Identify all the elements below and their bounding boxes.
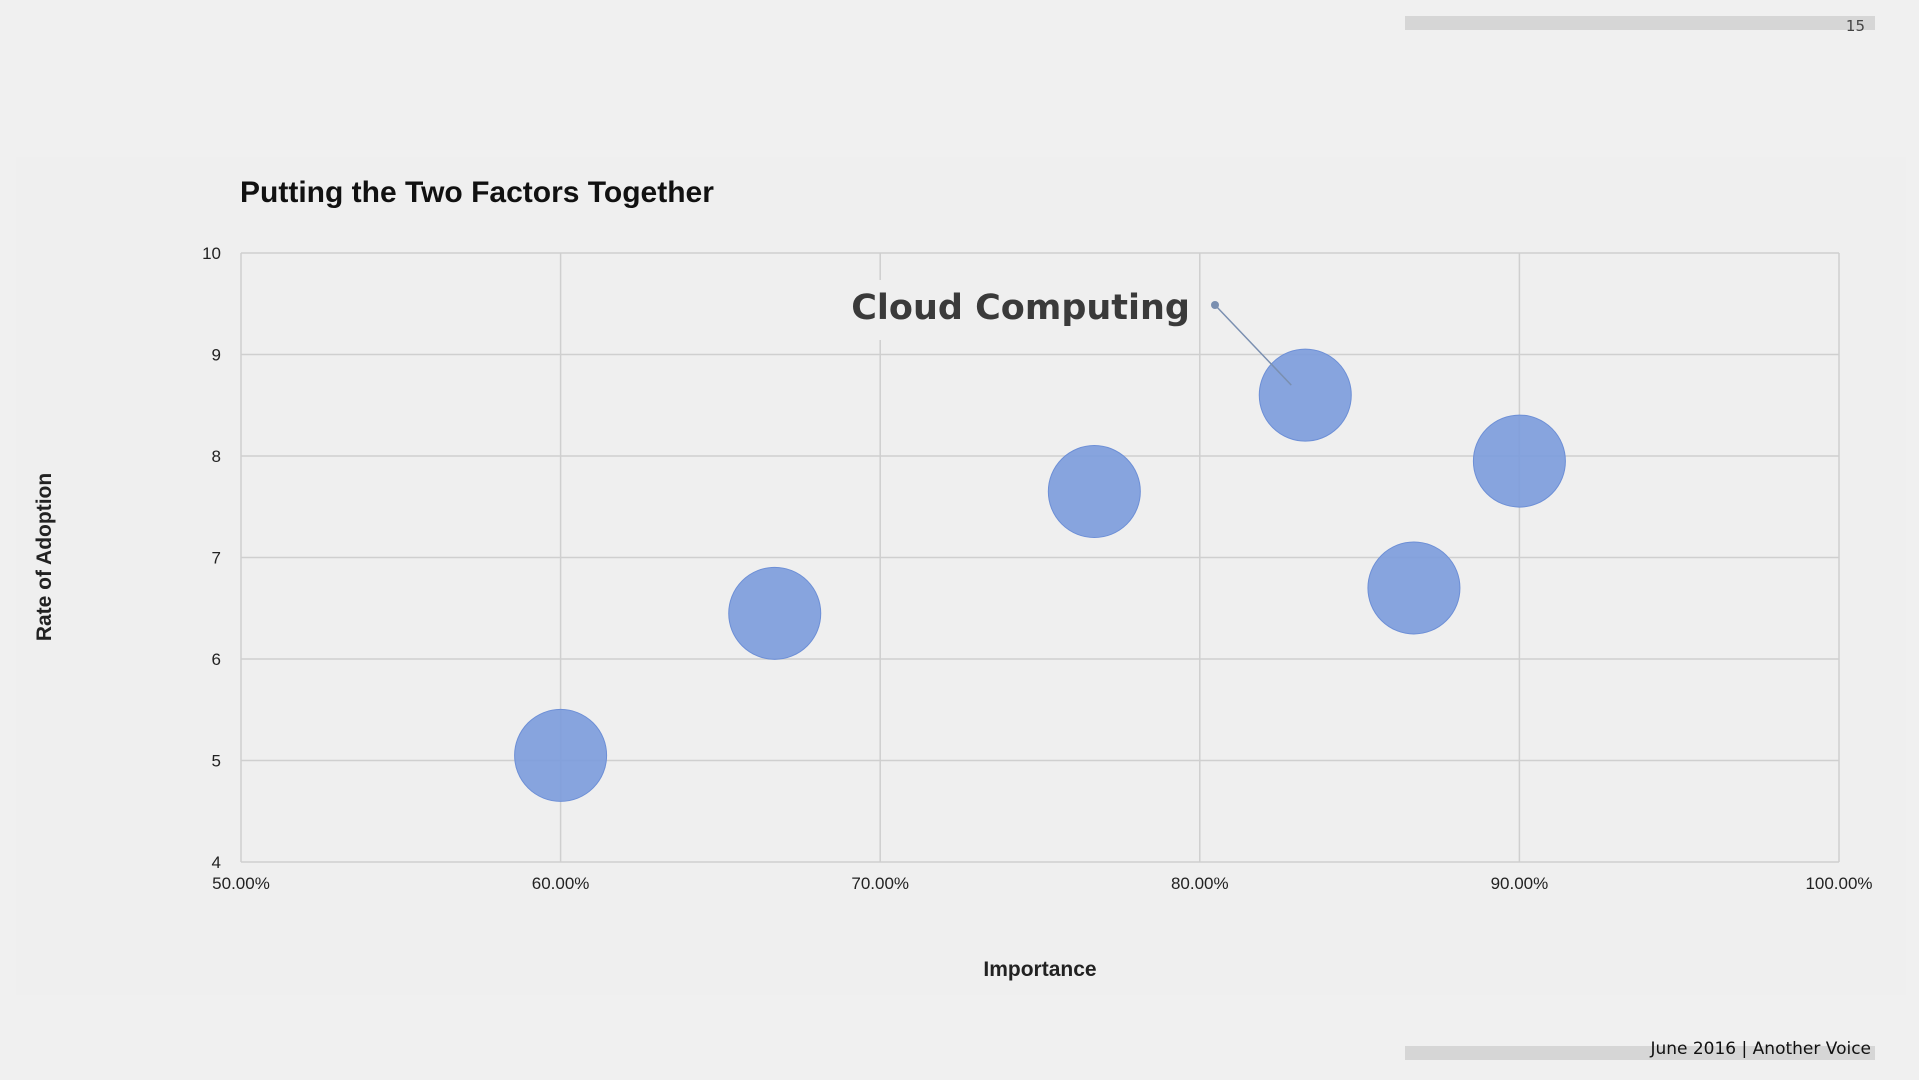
x-tick-label: 90.00% (1491, 874, 1549, 893)
y-tick-label: 10 (202, 244, 221, 263)
x-tick-labels: 50.00% 60.00% 70.00% 80.00% 90.00% 100.00% (212, 874, 1872, 893)
footer-bar (1405, 1046, 1875, 1060)
x-tick-label: 80.00% (1171, 874, 1229, 893)
bubble (1258, 348, 1352, 442)
bubble (1367, 541, 1461, 635)
annotation-label-bg (872, 280, 1197, 340)
y-tick-labels: 4 5 6 7 8 9 10 (202, 244, 221, 872)
grid-lines (240, 252, 1840, 863)
annotations: Cloud Computing (851, 280, 1292, 386)
bubble (1047, 445, 1141, 539)
x-axis-label: Importance (983, 958, 1097, 981)
page-number: 15 (1845, 17, 1865, 35)
y-tick-label: 7 (212, 549, 221, 568)
annotation-leader-line (1214, 304, 1292, 386)
bubbles (514, 348, 1566, 802)
y-tick-label: 4 (212, 853, 221, 872)
chart-title: Putting the Two Factors Together (240, 176, 714, 209)
bubble (728, 566, 822, 660)
y-tick-label: 5 (212, 752, 221, 771)
bubble (1472, 414, 1566, 508)
y-tick-label: 8 (212, 447, 221, 466)
footer-text: June 2016 | Another Voice (1650, 1039, 1871, 1059)
x-tick-label: 60.00% (532, 874, 590, 893)
annotation-label: Cloud Computing (851, 288, 1190, 328)
annotation-dot (1211, 301, 1219, 309)
x-tick-label: 50.00% (212, 874, 270, 893)
header-bar (1405, 16, 1875, 30)
x-tick-label: 100.00% (1805, 874, 1872, 893)
bubble (514, 708, 608, 802)
y-tick-label: 6 (212, 650, 221, 669)
y-axis-label: Rate of Adoption (33, 472, 56, 642)
x-tick-label: 70.00% (851, 874, 909, 893)
y-tick-label: 9 (212, 346, 221, 365)
